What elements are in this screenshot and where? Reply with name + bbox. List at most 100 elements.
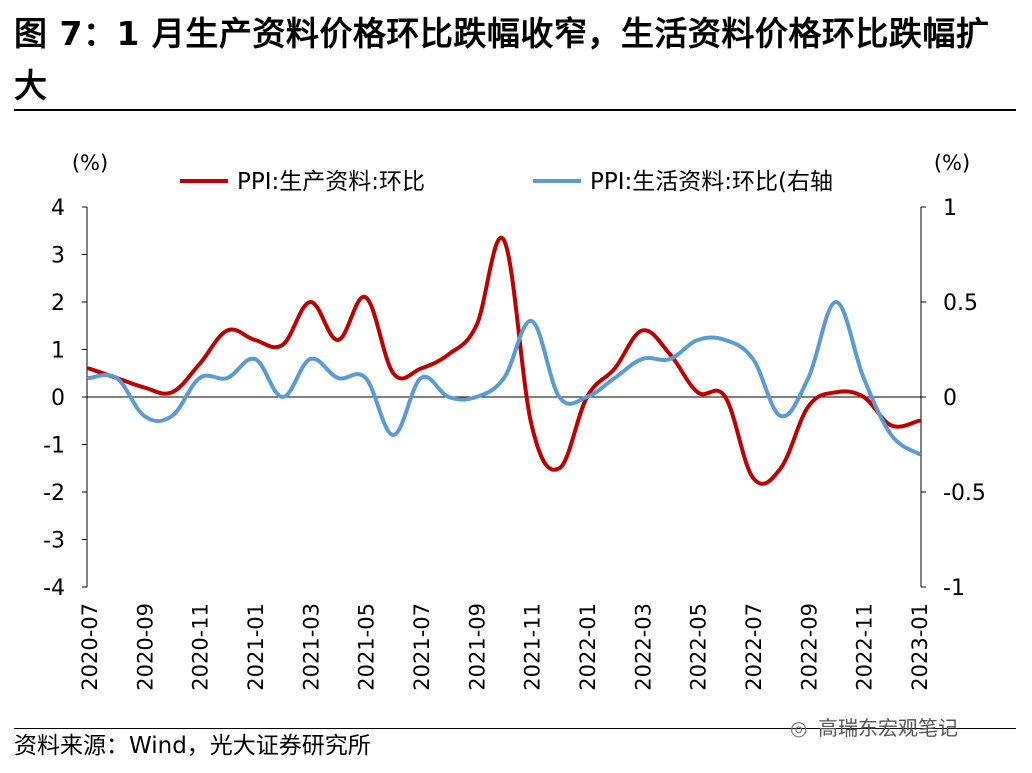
data-point-living: [585, 395, 589, 399]
data-point-production: [696, 390, 700, 394]
data-point-production: [806, 405, 810, 409]
data-point-production: [281, 343, 285, 347]
data-point-production: [142, 386, 146, 390]
left-axis-unit: (%): [72, 151, 108, 175]
data-point-living: [751, 357, 755, 361]
data-point-production: [391, 371, 395, 375]
left-tick-label: -1: [43, 434, 65, 459]
data-point-living: [723, 338, 727, 342]
data-point-production: [225, 329, 229, 333]
data-point-production: [917, 419, 921, 423]
left-tick-label: 1: [51, 339, 65, 364]
data-point-production: [447, 352, 451, 356]
data-point-production: [557, 466, 561, 470]
source-divider: [14, 728, 1016, 729]
data-point-production: [419, 367, 423, 371]
wechat-icon: ◎: [790, 716, 808, 740]
data-point-living: [917, 452, 921, 456]
series-line-living-materials: [87, 300, 921, 456]
watermark-text: ◎ 高瑞东宏观笔记: [790, 712, 958, 741]
data-point-production: [640, 329, 644, 333]
data-point-production: [502, 238, 506, 242]
x-tick-label: 2023-01: [908, 603, 932, 691]
data-point-production: [198, 362, 202, 366]
x-tick-label: 2021-07: [410, 603, 434, 691]
data-point-living: [336, 376, 340, 380]
data-point-living: [668, 357, 672, 361]
left-tick-label: 4: [51, 196, 65, 221]
data-point-living: [889, 433, 893, 437]
data-point-production: [834, 390, 838, 394]
data-point-living: [170, 414, 174, 418]
left-tick-label: -2: [43, 481, 65, 506]
figure-title: 图 7：1 月生产资料价格环比跌幅收窄，生活资料价格环比跌幅扩大: [14, 14, 990, 105]
data-point-living: [530, 319, 534, 323]
x-tick-label: 2021-05: [355, 603, 379, 691]
x-tick-label: 2022-07: [742, 603, 766, 691]
data-point-living: [862, 376, 866, 380]
source-note: 资料来源：Wind，光大证券研究所: [14, 733, 371, 759]
left-tick-label: 2: [51, 291, 65, 316]
x-tick-label: 2021-03: [299, 603, 323, 691]
data-point-production: [364, 295, 368, 299]
data-point-production: [308, 300, 312, 304]
x-tick-label: 2022-03: [631, 603, 655, 691]
left-tick-label: -3: [43, 529, 65, 554]
data-point-living: [447, 395, 451, 399]
data-point-living: [308, 357, 312, 361]
legend-label-living: PPI:生活资料:环比(右轴: [590, 169, 833, 195]
data-point-living: [198, 376, 202, 380]
right-axis-unit: (%): [934, 151, 970, 175]
data-point-living: [806, 376, 810, 380]
data-point-production: [723, 395, 727, 399]
data-point-production: [530, 424, 534, 428]
x-tick-label: 2021-09: [465, 603, 489, 691]
data-point-production: [336, 338, 340, 342]
data-point-living: [474, 395, 478, 399]
x-tick-label: 2022-09: [797, 603, 821, 691]
data-point-living: [640, 357, 644, 361]
chart-legend: PPI:生产资料:环比 PPI:生活资料:环比(右轴: [180, 169, 833, 195]
data-point-living: [225, 376, 229, 380]
data-point-living: [557, 395, 561, 399]
data-point-production: [474, 324, 478, 328]
data-point-living: [696, 338, 700, 342]
x-tick-label: 2021-11: [521, 603, 545, 691]
data-point-living: [364, 376, 368, 380]
right-tick-label: -0.5: [943, 481, 986, 506]
data-point-living: [115, 376, 119, 380]
chart-axes-layer: 4 3 2 1 0 -1 -2 -3 -4 1 0.5 0 -0.5 -1 (%) (%) 2020-07 202…: [43, 151, 986, 691]
data-point-living: [253, 357, 257, 361]
data-point-living: [142, 414, 146, 418]
data-point-production: [889, 424, 893, 428]
chart-series-layer: [87, 235, 921, 486]
x-tick-label: 2020-07: [78, 603, 102, 691]
right-tick-label: 0.5: [943, 291, 978, 316]
data-point-production: [253, 338, 257, 342]
watermark-label: 高瑞东宏观笔记: [818, 716, 958, 740]
data-point-production: [613, 367, 617, 371]
left-tick-label: 3: [51, 244, 65, 269]
data-point-living: [419, 376, 423, 380]
data-point-production: [170, 390, 174, 394]
x-tick-label: 2022-01: [576, 603, 600, 691]
data-point-living: [779, 414, 783, 418]
data-point-production: [751, 476, 755, 480]
x-tick-label: 2021-01: [244, 603, 268, 691]
right-tick-label: -1: [943, 576, 965, 601]
data-point-production: [862, 395, 866, 399]
legend-label-production: PPI:生产资料:环比: [237, 169, 425, 195]
title-divider: [14, 109, 1016, 111]
data-point-production: [87, 367, 91, 371]
data-point-living: [502, 376, 506, 380]
data-point-living: [391, 433, 395, 437]
right-tick-label: 1: [943, 196, 957, 221]
data-point-production: [668, 352, 672, 356]
x-tick-label: 2020-09: [133, 603, 157, 691]
data-point-living: [281, 395, 285, 399]
data-point-living: [87, 376, 91, 380]
left-tick-label: 0: [51, 386, 65, 411]
x-tick-label: 2020-11: [189, 603, 213, 691]
data-point-living: [613, 376, 617, 380]
